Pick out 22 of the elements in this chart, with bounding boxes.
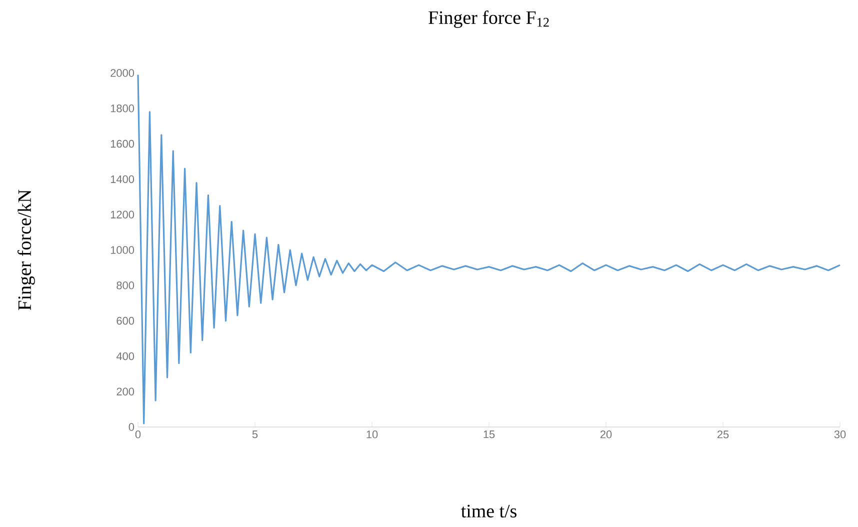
y-tick-label: 1400 — [110, 175, 134, 184]
x-tick-label: 20 — [600, 430, 612, 438]
y-tick-label: 1600 — [110, 140, 134, 148]
x-tick-label: 5 — [252, 430, 258, 438]
x-tick-label: 15 — [484, 430, 495, 438]
x-tick-label: 25 — [717, 430, 729, 438]
y-tick-label: 600 — [116, 316, 134, 325]
y-tick-label: 400 — [116, 352, 134, 360]
y-tick-label: 200 — [116, 388, 134, 396]
y-tick-label: 1800 — [110, 104, 134, 112]
y-axis-title: Finger force/kN — [18, 190, 35, 310]
y-tick-label: 2000 — [110, 69, 134, 77]
line-series — [137, 74, 841, 424]
y-tick-label: 800 — [116, 282, 134, 290]
x-axis-title: time t/s — [461, 504, 516, 518]
chart-title: Finger force F$_{12}$ — [428, 10, 549, 28]
y-tick-label: 0 — [128, 423, 134, 431]
x-tick-label: 0 — [135, 430, 141, 438]
y-tick-label: 1000 — [110, 246, 134, 254]
x-tick-label: 10 — [366, 430, 378, 438]
x-tick-label: 30 — [834, 430, 846, 438]
y-tick-label: 1200 — [110, 210, 134, 218]
